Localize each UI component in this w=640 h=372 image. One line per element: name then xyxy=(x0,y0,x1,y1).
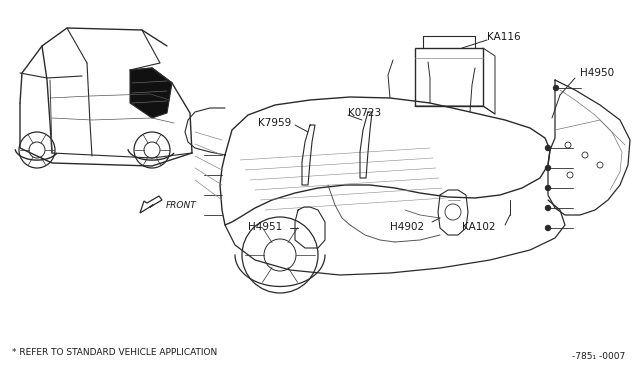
Circle shape xyxy=(545,186,550,190)
Circle shape xyxy=(545,145,550,151)
Text: FRONT: FRONT xyxy=(166,201,196,209)
Text: -785₁ -0007: -785₁ -0007 xyxy=(572,352,625,361)
Circle shape xyxy=(554,86,559,90)
Text: KA116: KA116 xyxy=(487,32,520,42)
Polygon shape xyxy=(140,196,162,213)
Text: * REFER TO STANDARD VEHICLE APPLICATION: * REFER TO STANDARD VEHICLE APPLICATION xyxy=(12,348,217,357)
Text: H4950: H4950 xyxy=(580,68,614,78)
Circle shape xyxy=(545,205,550,211)
Text: KA102: KA102 xyxy=(462,222,495,232)
Polygon shape xyxy=(130,68,172,118)
Text: K7959: K7959 xyxy=(258,118,291,128)
Text: H4902: H4902 xyxy=(390,222,424,232)
Text: K0723: K0723 xyxy=(348,108,381,118)
Text: H4951: H4951 xyxy=(248,222,282,232)
Bar xyxy=(415,48,483,106)
Circle shape xyxy=(545,225,550,231)
Circle shape xyxy=(545,166,550,170)
